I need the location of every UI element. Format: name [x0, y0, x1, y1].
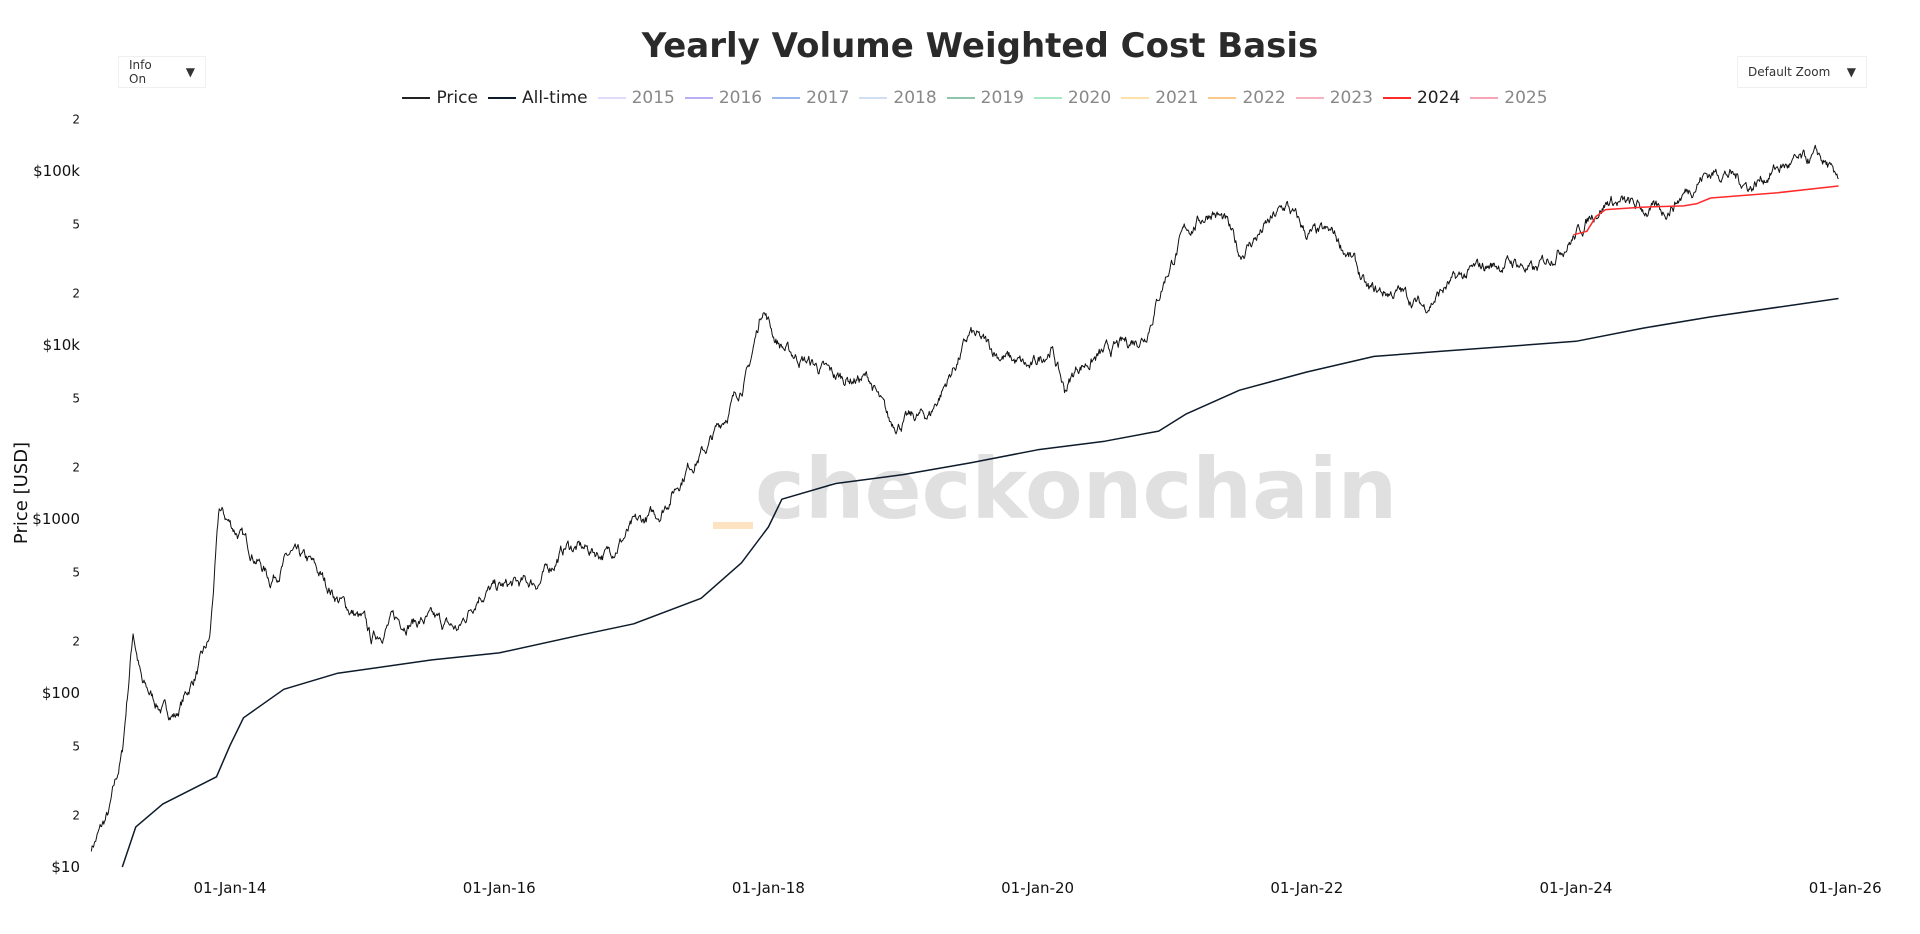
- legend-label: 2016: [718, 88, 763, 108]
- legend-label: 2023: [1329, 88, 1373, 108]
- legend-item-all-time[interactable]: All-time: [487, 88, 588, 108]
- legend-label: 2017: [806, 88, 850, 108]
- legend-item-2022[interactable]: 2022: [1208, 88, 1286, 108]
- legend-item-2019[interactable]: 2019: [946, 88, 1024, 108]
- info-toggle-dropdown[interactable]: Info On ▼: [118, 56, 206, 88]
- legend-swatch: [597, 97, 626, 99]
- legend-item-price[interactable]: Price: [402, 88, 478, 108]
- legend-item-2015[interactable]: 2015: [597, 88, 675, 108]
- x-tick-label: 01-Jan-26: [1809, 879, 1882, 897]
- chevron-down-icon: ▼: [185, 65, 195, 79]
- y-tick-label: $10k: [43, 336, 81, 354]
- legend-item-2016[interactable]: 2016: [684, 88, 763, 108]
- y-tick-label: $100k: [33, 162, 80, 180]
- chevron-down-icon: ▼: [1846, 65, 1856, 79]
- legend-label: 2020: [1067, 88, 1112, 108]
- legend-swatch: [402, 97, 431, 99]
- legend-item-2020[interactable]: 2020: [1033, 88, 1112, 108]
- legend-swatch: [684, 97, 713, 99]
- x-tick-label: 01-Jan-24: [1540, 879, 1613, 897]
- legend-swatch: [1470, 97, 1499, 99]
- legend-label: 2015: [631, 88, 675, 108]
- y-tick-label: 2: [72, 809, 80, 823]
- x-tick-label: 01-Jan-14: [194, 879, 267, 897]
- y-tick-label: $1000: [32, 510, 80, 528]
- y-tick-label: 5: [72, 217, 80, 231]
- legend-swatch: [859, 97, 888, 99]
- info-toggle-label: Info On: [129, 58, 152, 86]
- legend-label: 2018: [893, 88, 937, 108]
- chart-title: Yearly Volume Weighted Cost Basis: [641, 26, 1319, 66]
- watermark-dash: [713, 522, 753, 529]
- legend-item-2025[interactable]: 2025: [1470, 88, 1548, 108]
- zoom-label: Default Zoom: [1748, 65, 1831, 79]
- legend-swatch: [1382, 97, 1411, 99]
- series-line-all-time: [121, 297, 1839, 868]
- y-tick-label: $100: [42, 684, 80, 702]
- y-tick-label: 5: [72, 739, 80, 753]
- x-tick-label: 01-Jan-16: [463, 879, 536, 897]
- watermark-text: checkonchain: [755, 440, 1397, 538]
- legend-item-2018[interactable]: 2018: [859, 88, 937, 108]
- x-tick-label: 01-Jan-18: [732, 879, 805, 897]
- legend-label: 2024: [1416, 88, 1461, 108]
- x-tick-label: 01-Jan-22: [1270, 879, 1343, 897]
- legend-label: 2025: [1504, 88, 1548, 108]
- y-tick-label: 2: [72, 461, 80, 475]
- legend-label: 2021: [1155, 88, 1199, 108]
- series-line-2024: [1573, 185, 1839, 236]
- watermark-logo: checkonchain: [713, 440, 1397, 538]
- y-tick-label: 2: [72, 635, 80, 649]
- legend-label: 2022: [1242, 88, 1286, 108]
- y-tick-label: 5: [72, 391, 80, 405]
- y-tick-label: 2: [72, 113, 80, 127]
- legend-item-2024[interactable]: 2024: [1382, 88, 1461, 108]
- y-axis-label: Price [USD]: [11, 442, 32, 544]
- legend-swatch: [1033, 97, 1062, 99]
- legend-swatch: [772, 97, 801, 99]
- chart-legend: Price All-time 2015 2016 2017 2018 2019 2020 202…: [0, 88, 1920, 108]
- series-line-price: [90, 144, 1839, 852]
- x-tick-label: 01-Jan-20: [1001, 879, 1074, 897]
- zoom-dropdown[interactable]: Default Zoom ▼: [1737, 56, 1867, 88]
- legend-swatch: [1208, 97, 1237, 99]
- legend-item-2021[interactable]: 2021: [1121, 88, 1198, 108]
- legend-label: 2019: [980, 88, 1024, 108]
- y-tick-label: $10: [51, 858, 80, 876]
- legend-swatch: [1295, 97, 1324, 99]
- y-tick-label: 5: [72, 565, 80, 579]
- legend-swatch: [1121, 97, 1150, 99]
- legend-swatch: [487, 97, 516, 99]
- legend-label: All-time: [521, 88, 588, 108]
- legend-item-2023[interactable]: 2023: [1295, 88, 1373, 108]
- legend-swatch: [946, 97, 975, 99]
- legend-item-2017[interactable]: 2017: [772, 88, 849, 108]
- y-tick-label: 2: [72, 287, 80, 301]
- legend-label: Price: [436, 88, 478, 108]
